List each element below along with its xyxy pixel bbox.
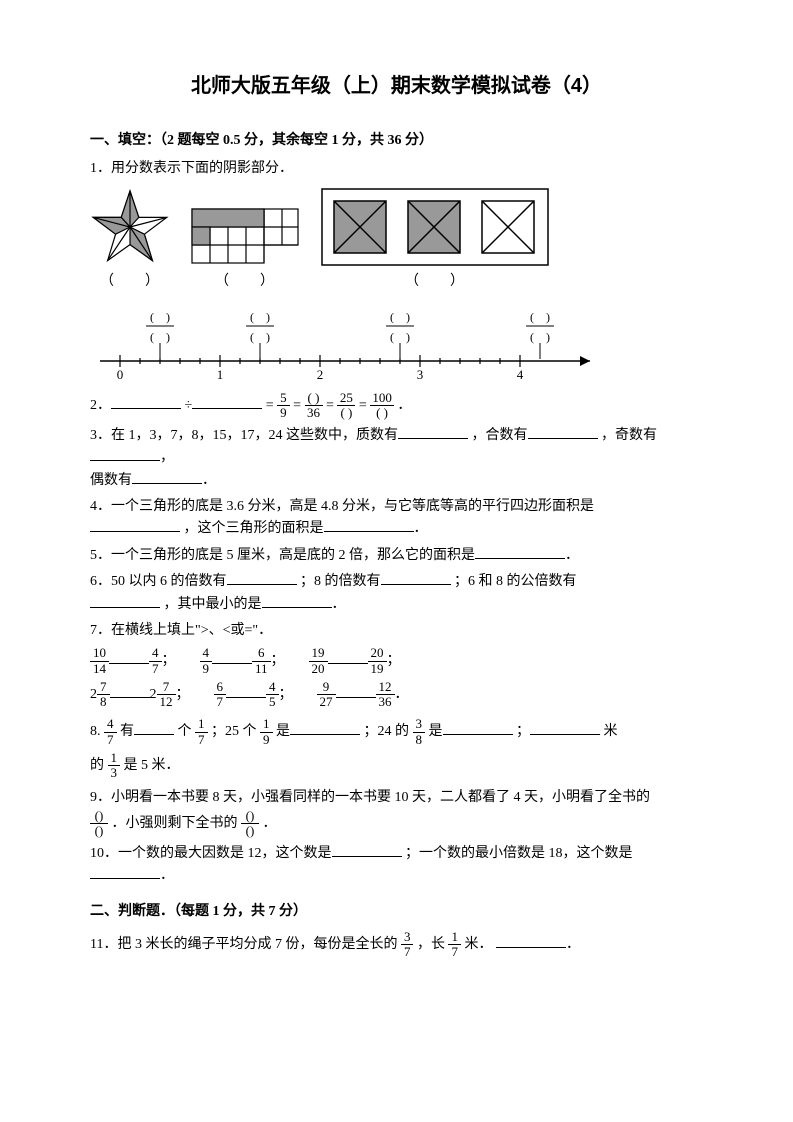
number-line: 0 1 2 3 4 ( ) ( ) ( ) ( ) ( ) ( ) ( ) ( ) [90,301,703,381]
svg-text:( ): ( ) [390,310,410,324]
q11: 11．把 3 米长的绳子平均分成 7 份，每份是全长的 37 ，长 17 米． … [90,930,703,960]
fig-grid-paren: （ ） [190,271,300,293]
svg-text:( ): ( ) [250,330,270,344]
svg-text:( ): ( ) [150,330,170,344]
fig-star: （ ） [90,187,170,293]
q2-blank1 [111,395,181,409]
q3: 3．在 1，3，7，8，15，17，24 这些数中，质数有 ，合数有 ，奇数有，… [90,425,703,492]
svg-text:( ): ( ) [530,310,550,324]
q8b: 的 13 是 5 米． [90,751,703,781]
section-1-head: 一、填空：（2 题每空 0.5 分，其余每空 1 分，共 36 分） [90,130,703,152]
q1-figures: （ ） （ ） [90,187,703,293]
fig-star-paren: （ ） [90,271,170,293]
q2: 2． ÷ = 59 = ( )36 = 25( ) = 100( ) ． [90,391,703,421]
svg-text:3: 3 [417,367,424,381]
section-2-head: 二、判断题．（每题 1 分，共 7 分） [90,901,703,923]
q4: 4．一个三角形的底是 3.6 分米，高是 4.8 分米，与它等底等高的平行四边形… [90,496,703,541]
q9: 9．小明看一本书要 8 天，小强看同样的一本书要 10 天，二人都看了 4 天，… [90,787,703,839]
svg-text:1: 1 [217,367,224,381]
q10: 10．一个数的最大因数是 12，这个数是 ；一个数的最小倍数是 18，这个数是 … [90,843,703,888]
q8: 8. 47 有 个 17 ；25 个 19 是 ；24 的 38 是 ； 米 [90,717,703,747]
frac-100-p: 100( ) [370,391,394,421]
page-title: 北师大版五年级（上）期末数学模拟试卷（4） [90,70,703,102]
svg-text:2: 2 [317,367,324,381]
fig-grid: （ ） [190,207,300,293]
fig-squares-paren: （ ） [320,271,550,293]
q7-head: 7．在横线上填上">、<或="． [90,620,703,642]
frac-25-p: 25( ) [337,391,355,421]
svg-text:4: 4 [517,367,524,381]
q2-blank2 [192,395,262,409]
q5: 5．一个三角形的底是 5 厘米，高是底的 2 倍，那么它的面积是． [90,545,703,567]
svg-text:( ): ( ) [250,310,270,324]
q6: 6．50 以内 6 的倍数有 ；8 的倍数有 ；6 和 8 的公倍数有 ，其中最… [90,571,703,616]
svg-text:( ): ( ) [150,310,170,324]
fig-squares: （ ） [320,187,550,293]
frac-p-36: ( )36 [305,391,323,421]
q11-blank [496,934,566,948]
svg-text:( ): ( ) [390,330,410,344]
q7-row2: 2782712； 6745； 9271236． [90,680,703,710]
svg-text:0: 0 [117,367,124,381]
q1-text: 1．用分数表示下面的阴影部分． [90,158,703,180]
frac-5-9: 59 [277,391,290,421]
q7-row1: 101447； 49611； 19202019； [90,646,703,676]
svg-text:( ): ( ) [530,330,550,344]
